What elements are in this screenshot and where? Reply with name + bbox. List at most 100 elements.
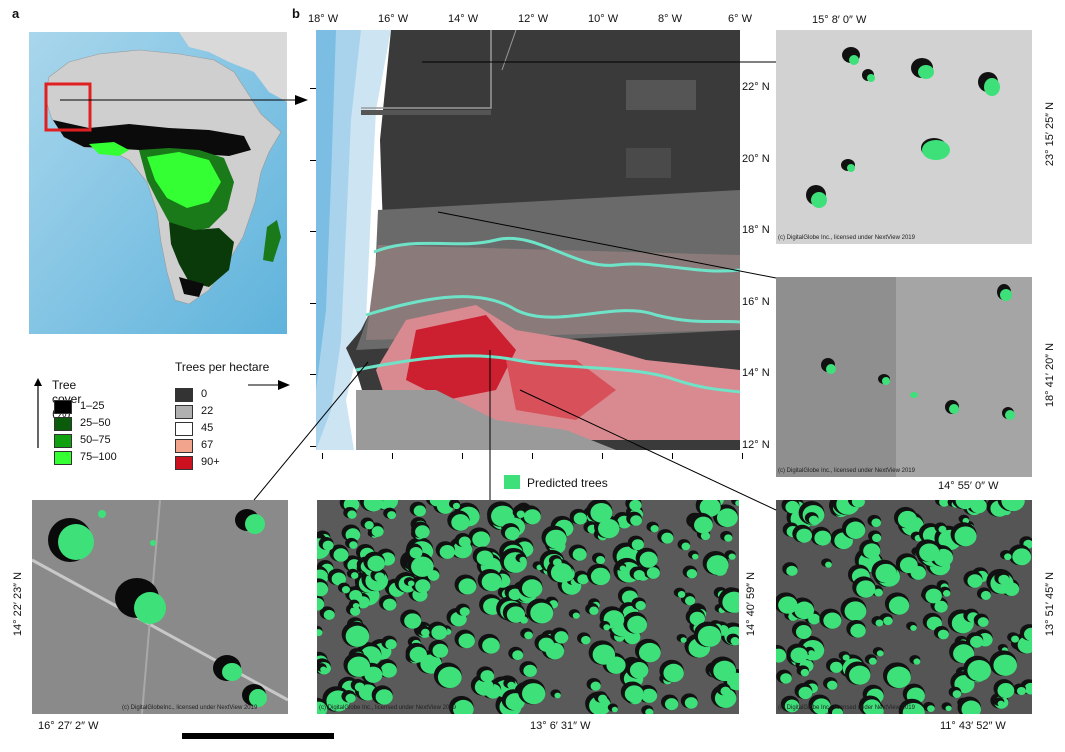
inset-bottom-left-credit: (c) DigitalGlobeInc., licensed under Nex… [122, 705, 258, 711]
predicted-tree [713, 660, 737, 682]
legend-item-label: 50–75 [80, 434, 111, 446]
predicted-tree [458, 536, 471, 548]
inset-bottom-mid-lon: 13° 6′ 31″ W [530, 720, 591, 732]
lat-tick-mark [310, 374, 316, 375]
predicted-tree [689, 611, 705, 626]
predicted-tree [581, 635, 591, 645]
predicted-tree [954, 526, 977, 547]
predicted-tree [937, 629, 949, 640]
predicted-tree [646, 567, 660, 579]
predicted-tree [875, 563, 897, 584]
predicted-tree [323, 609, 335, 620]
predicted-tree [611, 706, 618, 713]
predicted-tree [350, 572, 359, 579]
predicted-tree [1024, 627, 1032, 641]
predicted-tree [977, 617, 989, 627]
predicted-tree [939, 500, 950, 507]
predicted-tree [902, 702, 925, 714]
predicted-tree [716, 508, 738, 528]
predicted-tree [970, 635, 984, 648]
lon-tick-mark [322, 453, 323, 459]
lon-tick-label: 12° W [518, 13, 549, 25]
predicted-trees-swatch [504, 475, 520, 489]
predicted-tree [1016, 686, 1027, 696]
predicted-tree [784, 699, 800, 713]
predicted-tree [650, 525, 659, 533]
inset-bottom-right-lon: 11° 43′ 52″ W [940, 720, 1006, 732]
predicted-tree [538, 637, 555, 652]
predicted-tree [409, 547, 423, 559]
lon-tick-mark [672, 453, 673, 459]
legend-item-label: 0 [201, 388, 208, 400]
inset-mid-right: (c) DigitalGlobe Inc., licensed under Ne… [776, 277, 1032, 477]
predicted-tree [790, 647, 808, 663]
predicted-tree [780, 673, 792, 684]
predicted-tree [627, 615, 648, 634]
predicted-tree [347, 510, 357, 519]
predicted-tree [349, 589, 363, 602]
predicted-tree [550, 563, 573, 583]
predicted-tree [595, 556, 606, 565]
lat-tick-label: 20° N [742, 152, 770, 165]
predicted-tree [349, 541, 358, 549]
predicted-tree [856, 580, 876, 598]
predicted-tree [554, 631, 569, 644]
predicted-tree [629, 500, 642, 511]
predicted-tree [886, 666, 911, 689]
predicted-tree [830, 661, 843, 673]
predicted-tree [876, 650, 884, 657]
tree-density-map [316, 30, 740, 450]
scale-bar [182, 733, 334, 739]
legend-item-label: 67 [201, 439, 214, 451]
predicted-tree [639, 551, 658, 568]
predicted-tree [429, 500, 444, 507]
predicted-tree [476, 550, 494, 566]
inset-mid-right-lon: 14° 55′ 0″ W [938, 480, 999, 492]
lat-tick-mark [310, 159, 316, 161]
predicted-tree [785, 500, 800, 514]
predicted-tree [590, 681, 601, 691]
predicted-tree [827, 680, 838, 690]
lat-tick-mark [310, 445, 316, 447]
predicted-tree [1011, 635, 1019, 643]
predicted-tree [700, 531, 711, 541]
predicted-tree [720, 686, 731, 696]
predicted-tree [993, 654, 1017, 676]
legend-swatch [175, 422, 193, 436]
predicted-tree [512, 650, 524, 661]
predicted-tree [851, 500, 865, 508]
predicted-tree [808, 515, 819, 525]
predicted-tree [633, 570, 645, 581]
predicted-tree [961, 700, 982, 714]
legend-swatch [175, 405, 193, 419]
legend-item-label: 25–50 [80, 417, 111, 429]
predicted-tree [919, 543, 940, 562]
predicted-tree [577, 574, 589, 585]
predicted-tree [825, 561, 832, 568]
predicted-tree [680, 637, 687, 643]
inset-top-right: (c) DigitalGlobe Inc., licensed under Ne… [776, 30, 1032, 244]
predicted-tree [850, 623, 866, 638]
predicted-tree [421, 628, 430, 637]
predicted-tree [598, 518, 620, 539]
predicted-tree [1017, 636, 1032, 654]
predicted-tree [371, 526, 384, 537]
predicted-tree [888, 596, 910, 615]
predicted-tree [331, 572, 347, 586]
predicted-tree [482, 637, 500, 654]
predicted-tree [375, 689, 393, 705]
predicted-tree [942, 590, 951, 597]
inset-mid-right-credit: (c) DigitalGlobe Inc., licensed under Ne… [778, 468, 915, 474]
predicted-tree [472, 531, 491, 548]
predicted-tree [686, 569, 698, 579]
predicted-tree [317, 582, 329, 597]
predicted-tree [320, 666, 327, 673]
inset-bottom-left-lat: 14° 22′ 23″ N [12, 571, 24, 637]
predicted-tree [967, 659, 992, 682]
predicted-tree [451, 514, 470, 531]
inset-bottom-right-credit: (c) DigitalGlobe Inc., licensed under Ne… [778, 705, 915, 711]
predicted-tree [934, 600, 948, 613]
predicted-tree [962, 517, 970, 524]
predicted-tree [635, 600, 646, 611]
predicted-tree [333, 548, 349, 562]
